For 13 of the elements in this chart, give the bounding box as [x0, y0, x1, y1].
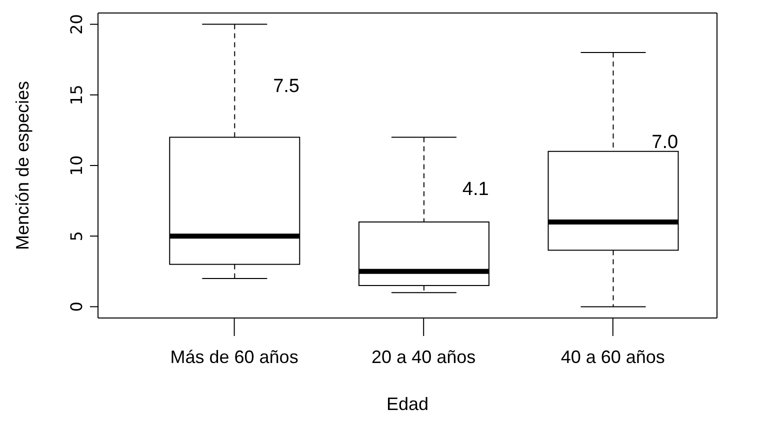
- y-tick-label: 15: [67, 84, 86, 106]
- x-axis-title: Edad: [386, 394, 429, 414]
- y-tick-label: 10: [67, 155, 86, 176]
- x-tick-label: Más de 60 años: [170, 346, 298, 367]
- annotation: 7.5: [273, 76, 300, 97]
- x-tick-label: 40 a 60 años: [560, 346, 665, 367]
- y-axis-title: Mención de especies: [12, 80, 32, 250]
- annotation: 4.1: [462, 178, 489, 200]
- y-tick-label: 0: [67, 302, 86, 312]
- y-tick-label: 5: [67, 231, 86, 242]
- annotation: 7.0: [652, 132, 678, 154]
- y-tick-label: 20: [67, 14, 86, 34]
- x-tick-label: 20 a 40 años: [372, 346, 476, 367]
